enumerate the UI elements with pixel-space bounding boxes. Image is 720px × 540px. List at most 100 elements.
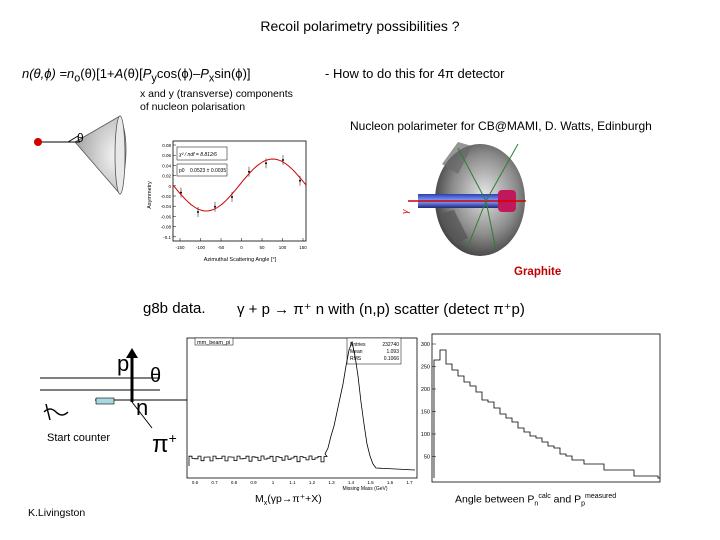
asym-point [214, 205, 216, 208]
angle-frame [431, 333, 661, 483]
angle-ytick-label: 50 [424, 455, 430, 461]
asym-point [248, 170, 250, 173]
formula-P1: P [142, 66, 152, 81]
angle-ytick-label: 200 [421, 387, 430, 393]
asym-xtick-label: -150 [175, 245, 185, 250]
g8b-data-label: g8b data. [143, 300, 206, 317]
mx-label: Mx(γp→π⁺+X) [255, 493, 322, 507]
hist-stat-key: Entries [350, 342, 366, 348]
detector-segment [442, 142, 472, 174]
diagram-pi-sup: + [168, 430, 177, 446]
hist-xtick-label: 1.6 [387, 480, 394, 485]
asym-stat-box2 [176, 163, 228, 177]
asym-point [231, 196, 233, 199]
hist-stat-value: 0.1066 [384, 356, 400, 362]
nucleon-polarimeter-caption: Nucleon polarimeter for CB@MAMI, D. Watt… [350, 119, 652, 133]
scatter-diagram [40, 348, 310, 429]
xy-note: x and y (transverse) components of nucle… [140, 88, 293, 114]
hist-xtick-label: 1.7 [406, 480, 413, 485]
proton-arrowhead [126, 348, 138, 358]
hist-xtick-label: 0.6 [192, 480, 199, 485]
hist-xlabel: Missing Mass (GeV) [342, 486, 387, 492]
author-label: K.Livingston [28, 507, 86, 519]
asym-xtick-label: 0 [240, 245, 243, 250]
angle-ytick-label: 100 [421, 432, 430, 438]
diagram-n-label: n [136, 395, 149, 420]
hist-xtick-label: 0.9 [250, 480, 257, 485]
hist-xtick-label: 1 [272, 480, 275, 485]
angle-histogram: 300 250 200 150 100 50 [421, 333, 661, 483]
asym-ytick-label: -0.02 [161, 194, 172, 199]
asym-ytick-label: 0 [168, 184, 171, 189]
hist-stats: Entries 232740 Mean 1.093 RMS 0.1066 [350, 342, 399, 362]
angle-ytick-label: 300 [421, 342, 430, 348]
asym-ytick-label: 0.06 [162, 153, 171, 158]
angle-ytick-label: 250 [421, 365, 430, 371]
cone-theta-label: θ [77, 131, 84, 145]
start-counter-label: Start counter [47, 432, 110, 444]
pion-track [131, 401, 153, 429]
formula-P2: P [200, 66, 209, 81]
asym-xtick-label: 50 [259, 245, 265, 250]
asym-xtick-label: -100 [196, 245, 206, 250]
asym-ytick-label: 0.08 [162, 143, 171, 148]
mx-post: (γp→π⁺+X) [267, 493, 322, 505]
asymmetry-plot: χ² / ndf = 8.812/6 p0 0.0523 ± 0.0035 0.… [147, 140, 307, 263]
missing-mass-histogram: mm_beam_pi Entries 232740 Mean 1.093 RMS 0.10… [186, 337, 418, 492]
polarimeter-rendering: γ [400, 139, 528, 259]
graphite-label: Graphite [514, 266, 562, 278]
theta-ray [67, 135, 79, 143]
diagram-p-label: p [117, 351, 130, 376]
asym-x-ticks: -150 -100 -50 0 50 100 150 [175, 238, 307, 250]
asym-ytick-label: 0.04 [162, 163, 171, 168]
asym-xlabel: Azimuthal Scattering Angle [°] [204, 257, 277, 263]
xy-note-line2: of nucleon polarisation [140, 101, 246, 113]
asym-ytick-label: 0.02 [162, 174, 171, 179]
formula-sub1: y [151, 72, 157, 85]
detector-segment-2 [438, 210, 468, 244]
asym-xtick-label: 150 [299, 245, 307, 250]
asym-point [299, 179, 301, 182]
formula-sin: sin(ϕ)] [214, 66, 251, 81]
hist-xtick-label: 1.3 [328, 480, 335, 485]
mx-sub: x [263, 500, 268, 508]
formula-mid: (θ)[1+ [80, 66, 115, 81]
asym-point [180, 191, 182, 194]
hist-xtick-label: 0.8 [231, 480, 238, 485]
hist-title: mm_beam_pi [197, 340, 230, 346]
angle-sub2: p [581, 500, 586, 508]
hist-title-box [194, 337, 234, 346]
asym-point [197, 211, 199, 214]
formula-cos: cos(ϕ)– [156, 66, 201, 81]
angle-sup1: calc [538, 493, 551, 500]
angle-label: Angle between Pncalc and Ppmeasured [455, 493, 616, 508]
cone-diagram [34, 115, 127, 195]
asym-point [282, 158, 284, 161]
hist-stat-key: Mean [350, 349, 363, 355]
asym-frame [172, 140, 307, 242]
asym-y-ticks: 0.08 0.06 0.04 0.02 0 -0.02 -0.04 -0.06 -0.08 -0.… [161, 143, 176, 240]
photon-tick [45, 403, 51, 421]
hist-x-ticks: 0.6 0.7 0.8 0.9 1 1.1 1.2 1.3 1.4 1.5 1.6 1.7 [192, 480, 413, 485]
asym-stat-box [176, 146, 228, 161]
hist-stat-value: 232740 [382, 342, 399, 348]
angle-pre: Angle between P [455, 493, 535, 506]
asym-point [265, 162, 267, 165]
green-track-3 [485, 143, 519, 202]
hist-xtick-label: 1.1 [289, 480, 296, 485]
asym-xtick-label: 100 [279, 245, 287, 250]
slide-title: Recoil polarimetry possibilities ? [260, 18, 460, 34]
formula-A: A [114, 66, 124, 81]
angle-hist-line [433, 349, 660, 479]
asym-stat1: χ² / ndf = 8.812/6 [178, 152, 217, 158]
start-counter-block [95, 397, 115, 405]
cone-mouth [114, 115, 126, 195]
hist-xtick-label: 1.4 [348, 480, 355, 485]
formula-lhs: n(θ,ϕ) =n [22, 66, 75, 81]
asym-points [180, 154, 301, 218]
asym-stat2: p0 [179, 168, 185, 174]
xy-note-line1: x and y (transverse) components [140, 88, 293, 100]
how-to-text: - How to do this for 4π detector [325, 66, 505, 81]
angle-ytick-label: 150 [421, 410, 430, 416]
hist-stat-box [346, 337, 402, 365]
